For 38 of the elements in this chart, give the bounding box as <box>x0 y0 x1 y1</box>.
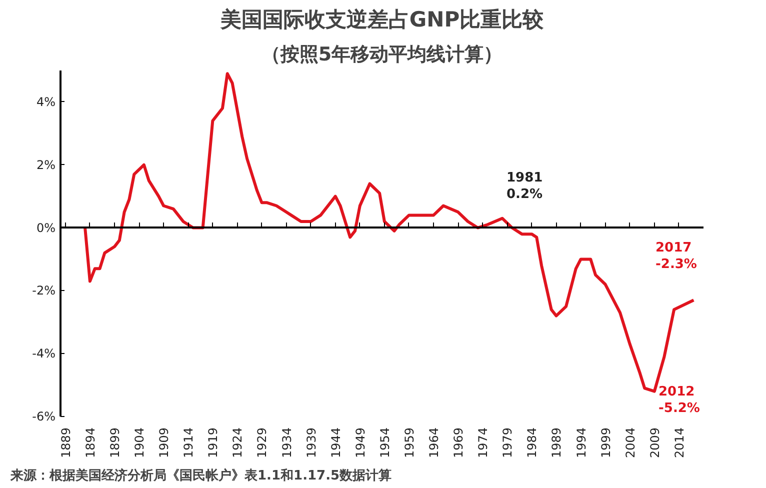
chart-subtitle: （按照5年移动平均线计算） <box>261 44 503 66</box>
x-tick-label: 1949 <box>353 427 368 458</box>
x-tick-label: 1914 <box>182 427 196 458</box>
x-tick-label: 1909 <box>157 427 172 458</box>
x-tick-label: 1964 <box>427 427 442 458</box>
x-tick-label: 1954 <box>378 427 392 458</box>
x-tick-label: 1939 <box>304 427 318 458</box>
x-tick-label: 1899 <box>108 427 122 458</box>
x-tick-label: 1894 <box>83 427 98 458</box>
x-tick-label: 1919 <box>206 427 220 458</box>
x-tick-label: 1974 <box>476 427 490 458</box>
x-tick-label: 2009 <box>648 427 662 458</box>
chart-title: 美国国际收支逆差占GNP比重比较 <box>219 8 545 32</box>
x-tick-label: 1934 <box>280 427 294 458</box>
y-tick-label: -2% <box>32 284 56 298</box>
x-tick-label: 1929 <box>255 427 270 458</box>
annotation: 1981 0.2% <box>506 170 543 202</box>
x-tick-label: 1989 <box>550 427 564 458</box>
x-tick-label: 1979 <box>500 427 515 458</box>
x-tick-label: 1969 <box>452 427 466 458</box>
y-tick-label: 4% <box>36 94 56 109</box>
x-tick-label: 1904 <box>132 427 147 458</box>
x-tick-label: 2014 <box>672 427 686 458</box>
y-tick-label: -6% <box>32 410 56 424</box>
x-tick-label: 1999 <box>598 427 613 458</box>
y-tick-label: 2% <box>36 158 56 172</box>
source-note: 来源：根据美国经济分析局《国民帐户》表1.1和1.17.5数据计算 <box>10 468 392 484</box>
annotation: 2017 -2.3% <box>656 240 697 272</box>
x-tick-label: 1984 <box>525 427 540 458</box>
y-tick-label: -4% <box>32 346 56 361</box>
x-tick-label: 1944 <box>328 427 343 458</box>
x-tick-label: 1994 <box>574 427 588 458</box>
x-tick-label: 2004 <box>623 427 638 458</box>
y-tick-label: 0% <box>36 220 56 235</box>
x-tick-label: 1959 <box>402 427 416 458</box>
x-tick-label: 1889 <box>58 427 73 458</box>
annotation: 2012 -5.2% <box>658 384 700 416</box>
x-tick-label: 1924 <box>230 427 245 458</box>
